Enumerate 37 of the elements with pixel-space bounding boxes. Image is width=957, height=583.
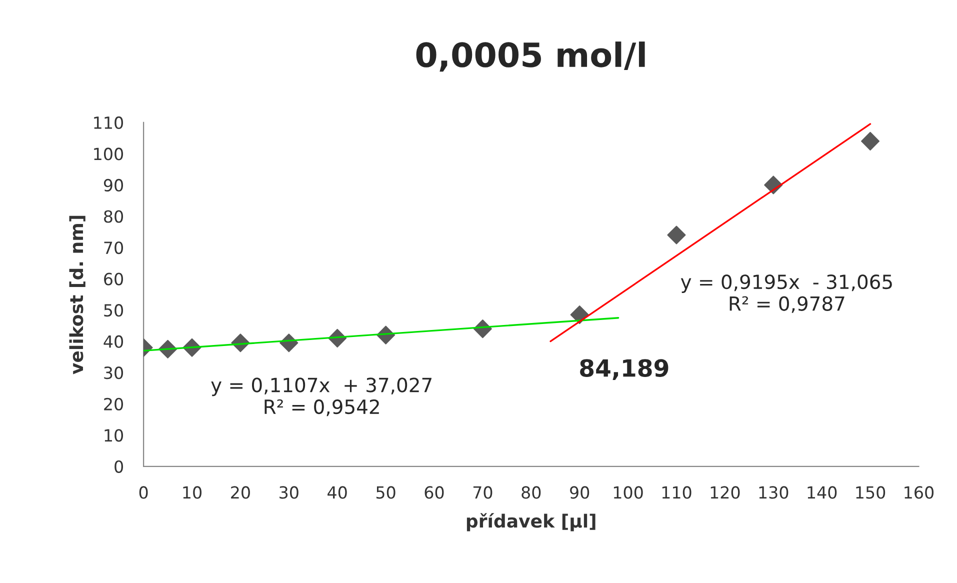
x-tick-label: 60: [424, 486, 444, 499]
x-tick-label: 40: [328, 486, 347, 499]
point: [860, 132, 880, 150]
y-tick-label: 100: [94, 148, 123, 160]
x-tick-label: 160: [904, 486, 934, 499]
x-tick-label: 90: [570, 486, 590, 499]
y-tick-label: 110: [94, 116, 123, 129]
y-tick-label: 10: [104, 429, 123, 442]
x-axis-title: přídavek [µl]: [466, 513, 596, 532]
x-tick-label: 70: [473, 486, 492, 499]
x-tick-label: 140: [808, 486, 837, 499]
x-tick-label: 150: [856, 486, 886, 499]
chart-title: 0,0005 mol/l: [416, 42, 645, 72]
x-tick-label: 10: [183, 486, 202, 499]
annotation: 84,189: [580, 359, 668, 380]
y-tick-label: 90: [104, 178, 123, 192]
point: [667, 226, 686, 244]
y-tick-label: 70: [104, 241, 123, 254]
y-tick-label: 40: [104, 335, 123, 348]
x-tick-label: 0: [139, 486, 148, 499]
y-tick-label: 50: [104, 304, 123, 317]
annotation: y = 0,1107x + 37,027 R² = 0,9542: [211, 378, 432, 416]
x-tick-label: 80: [522, 486, 541, 499]
x-tick-label: 20: [231, 486, 250, 499]
x-tick-label: 50: [376, 486, 396, 499]
x-tick-label: 110: [662, 486, 692, 499]
y-tick-label: 30: [104, 366, 123, 380]
x-tick-label: 130: [759, 486, 788, 499]
y-tick-label: 60: [104, 272, 123, 286]
y-tick-label: 20: [104, 398, 123, 410]
annotation: y = 0,9195x - 31,065 R² = 0,9787: [680, 274, 892, 313]
x-tick-label: 100: [614, 486, 643, 499]
y-tick-label: 80: [104, 210, 123, 223]
x-tick-label: 30: [280, 486, 298, 499]
y-tick-label: 0: [114, 460, 123, 473]
x-tick-label: 120: [710, 486, 740, 499]
y-axis-title: velikost [d. nm]: [69, 216, 86, 374]
